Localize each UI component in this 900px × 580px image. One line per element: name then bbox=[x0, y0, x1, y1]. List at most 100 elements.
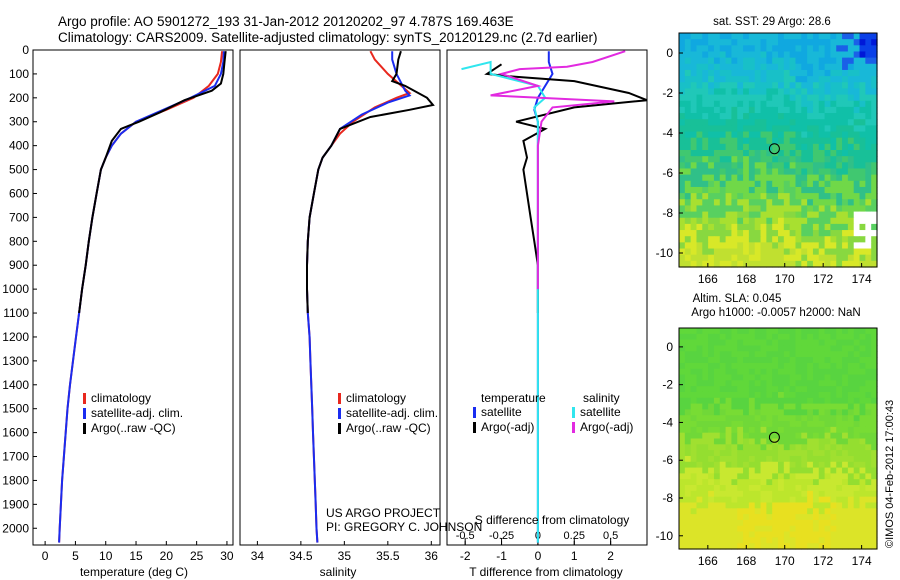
map-cell bbox=[679, 51, 686, 59]
map-cell bbox=[708, 88, 715, 96]
map-cell bbox=[778, 415, 785, 422]
map-cell bbox=[702, 137, 709, 145]
map-cell bbox=[748, 242, 756, 250]
map-cell bbox=[748, 57, 756, 65]
map-cell bbox=[719, 531, 727, 538]
map-cell bbox=[702, 156, 709, 163]
map-cell bbox=[812, 137, 820, 145]
map-cell bbox=[754, 260, 762, 268]
map-cell bbox=[748, 438, 756, 445]
map-cell bbox=[807, 531, 814, 538]
map-cell bbox=[748, 357, 756, 364]
map-cell bbox=[871, 119, 878, 126]
map-cell bbox=[847, 397, 855, 405]
map-cell bbox=[871, 162, 878, 170]
map-cell bbox=[847, 339, 855, 347]
map-cell bbox=[807, 444, 814, 451]
map-cell bbox=[748, 150, 756, 157]
map-cell bbox=[795, 502, 802, 509]
map-cell bbox=[731, 397, 738, 405]
map-cell bbox=[847, 351, 855, 358]
map-cell bbox=[778, 473, 785, 480]
map-cell bbox=[702, 403, 709, 411]
map-cell bbox=[690, 537, 698, 544]
map-cell bbox=[737, 479, 744, 486]
map-cell bbox=[731, 473, 738, 480]
map-cell bbox=[812, 496, 820, 504]
map-cell bbox=[679, 461, 686, 469]
map-cell bbox=[859, 415, 866, 422]
map-cell bbox=[679, 543, 686, 550]
map-cell bbox=[719, 57, 727, 65]
map-cell bbox=[836, 39, 843, 46]
map-cell bbox=[690, 199, 698, 207]
map-cell bbox=[690, 106, 698, 114]
map-cell bbox=[853, 223, 861, 231]
map-cell bbox=[859, 345, 866, 352]
map-cell bbox=[795, 230, 802, 237]
map-cell bbox=[859, 76, 866, 83]
map-cell bbox=[766, 397, 773, 405]
map-cell bbox=[748, 137, 756, 145]
map-cell bbox=[702, 82, 709, 90]
map-cell bbox=[859, 199, 866, 207]
map-cell bbox=[801, 397, 808, 405]
map-cell bbox=[760, 339, 767, 347]
map-cell bbox=[684, 490, 692, 498]
map-cell bbox=[690, 51, 698, 59]
map-cell bbox=[847, 69, 855, 77]
map-cell bbox=[795, 45, 802, 53]
map-cell bbox=[748, 186, 756, 194]
map-cell bbox=[795, 211, 802, 219]
map-cell bbox=[772, 230, 779, 237]
map-cell bbox=[754, 57, 762, 65]
map-cell bbox=[743, 514, 750, 521]
map-cell bbox=[824, 230, 832, 237]
map-cell bbox=[818, 537, 826, 544]
map-cell bbox=[696, 444, 703, 451]
map-cell bbox=[778, 33, 785, 40]
map-cell bbox=[865, 45, 872, 53]
map-cell bbox=[824, 450, 832, 457]
map-cell bbox=[766, 496, 773, 504]
map-cell bbox=[772, 386, 779, 393]
map-cell bbox=[818, 473, 826, 480]
map-cell bbox=[708, 143, 715, 151]
y-tick-label: 1600 bbox=[2, 426, 29, 440]
map-cell bbox=[679, 57, 686, 65]
map-cell bbox=[696, 230, 703, 237]
x-tick-label: 1 bbox=[571, 549, 578, 563]
map-cell bbox=[795, 254, 802, 262]
map-cell bbox=[812, 223, 820, 231]
map-cell bbox=[842, 351, 849, 358]
map-cell bbox=[812, 174, 820, 182]
map-cell bbox=[743, 69, 750, 77]
map-cell bbox=[702, 444, 709, 451]
map-cell bbox=[679, 174, 686, 182]
map-cell bbox=[842, 368, 849, 376]
map-cell bbox=[853, 380, 861, 387]
map-cell bbox=[818, 403, 826, 411]
top-tick-label: -0.5 bbox=[456, 530, 475, 542]
map-cell bbox=[859, 362, 866, 370]
map-cell bbox=[842, 248, 849, 256]
map-cell bbox=[812, 88, 820, 96]
map-cell bbox=[754, 137, 762, 145]
map-cell bbox=[713, 57, 721, 65]
map-cell bbox=[766, 254, 773, 262]
map-cell bbox=[684, 537, 692, 544]
map-cell bbox=[842, 69, 849, 77]
map-cell bbox=[719, 33, 727, 40]
map-cell bbox=[871, 473, 878, 480]
map-cell bbox=[842, 33, 849, 40]
map-cell bbox=[708, 374, 715, 381]
map-cell bbox=[708, 260, 715, 268]
map-cell bbox=[731, 106, 738, 114]
map-cell bbox=[743, 143, 750, 151]
map-cell bbox=[737, 106, 744, 114]
map-cell bbox=[760, 131, 767, 139]
map-cell bbox=[708, 531, 715, 538]
map-cell bbox=[859, 328, 866, 335]
map-cell bbox=[859, 525, 866, 533]
map-cell bbox=[830, 380, 837, 387]
